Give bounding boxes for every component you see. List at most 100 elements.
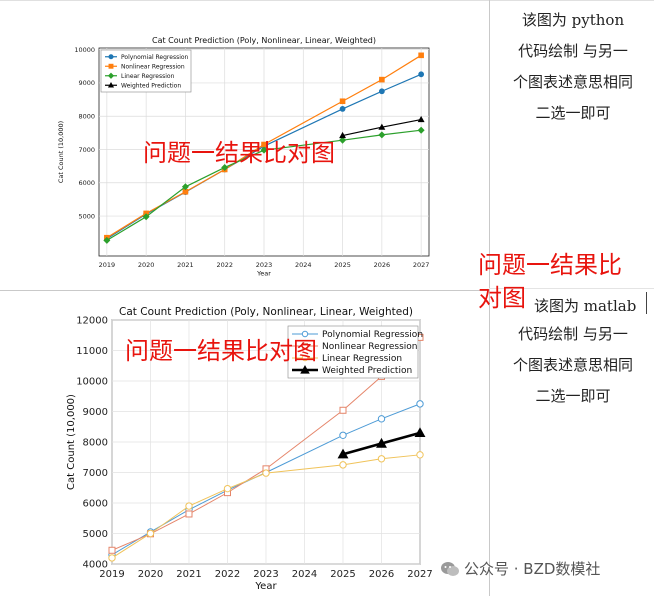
legend-label: Weighted Prediction: [322, 366, 412, 376]
data-point: [416, 400, 424, 408]
data-point: [378, 88, 385, 95]
data-point: [376, 437, 387, 448]
data-point: [418, 71, 425, 78]
x-axis-label: Year: [254, 581, 277, 592]
overlay-annotation-top: 问题一结果比对图: [143, 139, 335, 167]
x-tick-label: 2021: [176, 569, 201, 580]
right-annotation-line1: 问题一结果比: [478, 251, 622, 279]
data-point: [262, 469, 270, 477]
x-tick-label: 2024: [292, 569, 317, 580]
right-section-divider: [489, 288, 654, 289]
data-point: [337, 448, 349, 459]
note-line: 该图为 python: [521, 11, 625, 29]
series-4: [337, 427, 426, 459]
data-point: [339, 136, 347, 144]
data-point: [185, 510, 193, 518]
legend-label: Linear Regression: [322, 354, 402, 364]
data-point: [377, 415, 386, 423]
x-tick-label: 2023: [253, 569, 278, 580]
x-tick-label: 2019: [99, 569, 124, 580]
column-divider: [489, 0, 490, 596]
data-point: [377, 455, 386, 463]
x-tick-label: 2027: [407, 569, 432, 580]
data-point: [417, 115, 425, 123]
data-point: [221, 163, 229, 171]
series-line: [106, 54, 422, 239]
data-point: [339, 106, 346, 112]
note-line: 代码绘制 与另一: [518, 325, 628, 343]
data-point: [108, 554, 116, 562]
y-tick-label: 9000: [78, 79, 95, 87]
y-tick-label: 10000: [74, 46, 95, 54]
data-point: [260, 146, 268, 154]
data-point: [418, 52, 424, 59]
x-tick-label: 2020: [138, 569, 163, 580]
legend-marker: [301, 330, 309, 338]
matlab-note-first: 该图为 matlab: [534, 294, 654, 318]
data-point: [414, 427, 426, 438]
data-point: [108, 546, 116, 554]
legend-marker: [107, 72, 115, 79]
x-tick-label: 2025: [334, 261, 351, 269]
y-tick-label: 9000: [83, 407, 108, 418]
y-tick-label: 6000: [78, 179, 95, 187]
x-tick-label: 2024: [295, 261, 312, 269]
note-line: 个图表述意思相同: [512, 73, 633, 91]
y-tick-label: 8000: [78, 112, 95, 120]
data-point: [185, 502, 193, 510]
x-tick-label: 2023: [256, 261, 273, 269]
legend-marker: [301, 342, 309, 350]
data-point: [339, 98, 346, 105]
legend-label: Nonlinear Regression: [322, 342, 418, 352]
x-axis-label: Year: [256, 270, 271, 278]
data-point: [417, 126, 425, 134]
note-line: 二选一即可: [535, 104, 611, 122]
note-line: 代码绘制 与另一: [518, 42, 628, 60]
data-point: [146, 529, 155, 538]
x-tick-label: 2027: [413, 261, 430, 269]
legend-label: Nonlinear Regression: [121, 63, 185, 70]
y-tick-label: 12000: [76, 316, 108, 327]
x-tick-label: 2020: [138, 261, 155, 269]
watermark: 公众号 · BZD数模社: [440, 558, 600, 579]
note-line: 个图表述意思相同: [512, 356, 633, 374]
series-line: [111, 454, 421, 559]
x-tick-label: 2025: [330, 569, 355, 580]
cursor-mark: [646, 292, 647, 314]
overlay-annotation-bottom: 问题一结果比对图: [125, 337, 317, 365]
legend-marker: [300, 365, 310, 374]
matlab-chart: 2019 2020 2021 2022 2023 2024 2025 2026 2027 4000…: [66, 306, 433, 592]
data-point: [339, 461, 347, 469]
legend-label: Linear Regression: [121, 73, 175, 80]
data-point: [339, 431, 347, 439]
python-note: 该图为 python 代码绘制 与另一 个图表述意思相同 二选一即可: [498, 8, 648, 125]
x-tick-label: 2026: [369, 569, 394, 580]
y-tick-label: 8000: [83, 438, 108, 449]
legend-label: Polynomial Regression: [121, 54, 189, 61]
right-annotation-line2: 对图: [478, 284, 526, 312]
data-point: [181, 183, 189, 191]
x-tick-label: 2026: [374, 261, 391, 269]
note-line: 该图为 matlab: [534, 297, 637, 315]
data-point: [142, 213, 150, 221]
watermark-text: 公众号 · BZD数模社: [464, 560, 601, 578]
y-axis-label: Cat Count (10,000): [57, 121, 65, 183]
series-4: [339, 115, 425, 139]
y-axis-label: Cat Count (10,000): [66, 394, 77, 490]
data-point: [416, 451, 424, 459]
y-tick-label: 7000: [78, 146, 95, 154]
y-tick-label: 4000: [83, 560, 108, 571]
chart-title: Cat Count Prediction (Poly, Nonlinear, L…: [152, 36, 376, 45]
matlab-note: 代码绘制 与另一 个图表述意思相同 二选一即可: [498, 322, 648, 408]
series-3: [108, 451, 424, 562]
x-tick-label: 2019: [99, 261, 116, 269]
y-tick-label: 6000: [83, 499, 108, 510]
series-3: [103, 126, 425, 244]
chart-title: Cat Count Prediction (Poly, Nonlinear, L…: [119, 306, 413, 318]
y-tick-label: 11000: [76, 346, 108, 357]
legend-marker: [301, 354, 309, 362]
y-tick-label: 7000: [83, 468, 108, 479]
legend-marker: [107, 82, 115, 88]
legend-marker: [108, 54, 114, 60]
data-point: [339, 131, 347, 139]
